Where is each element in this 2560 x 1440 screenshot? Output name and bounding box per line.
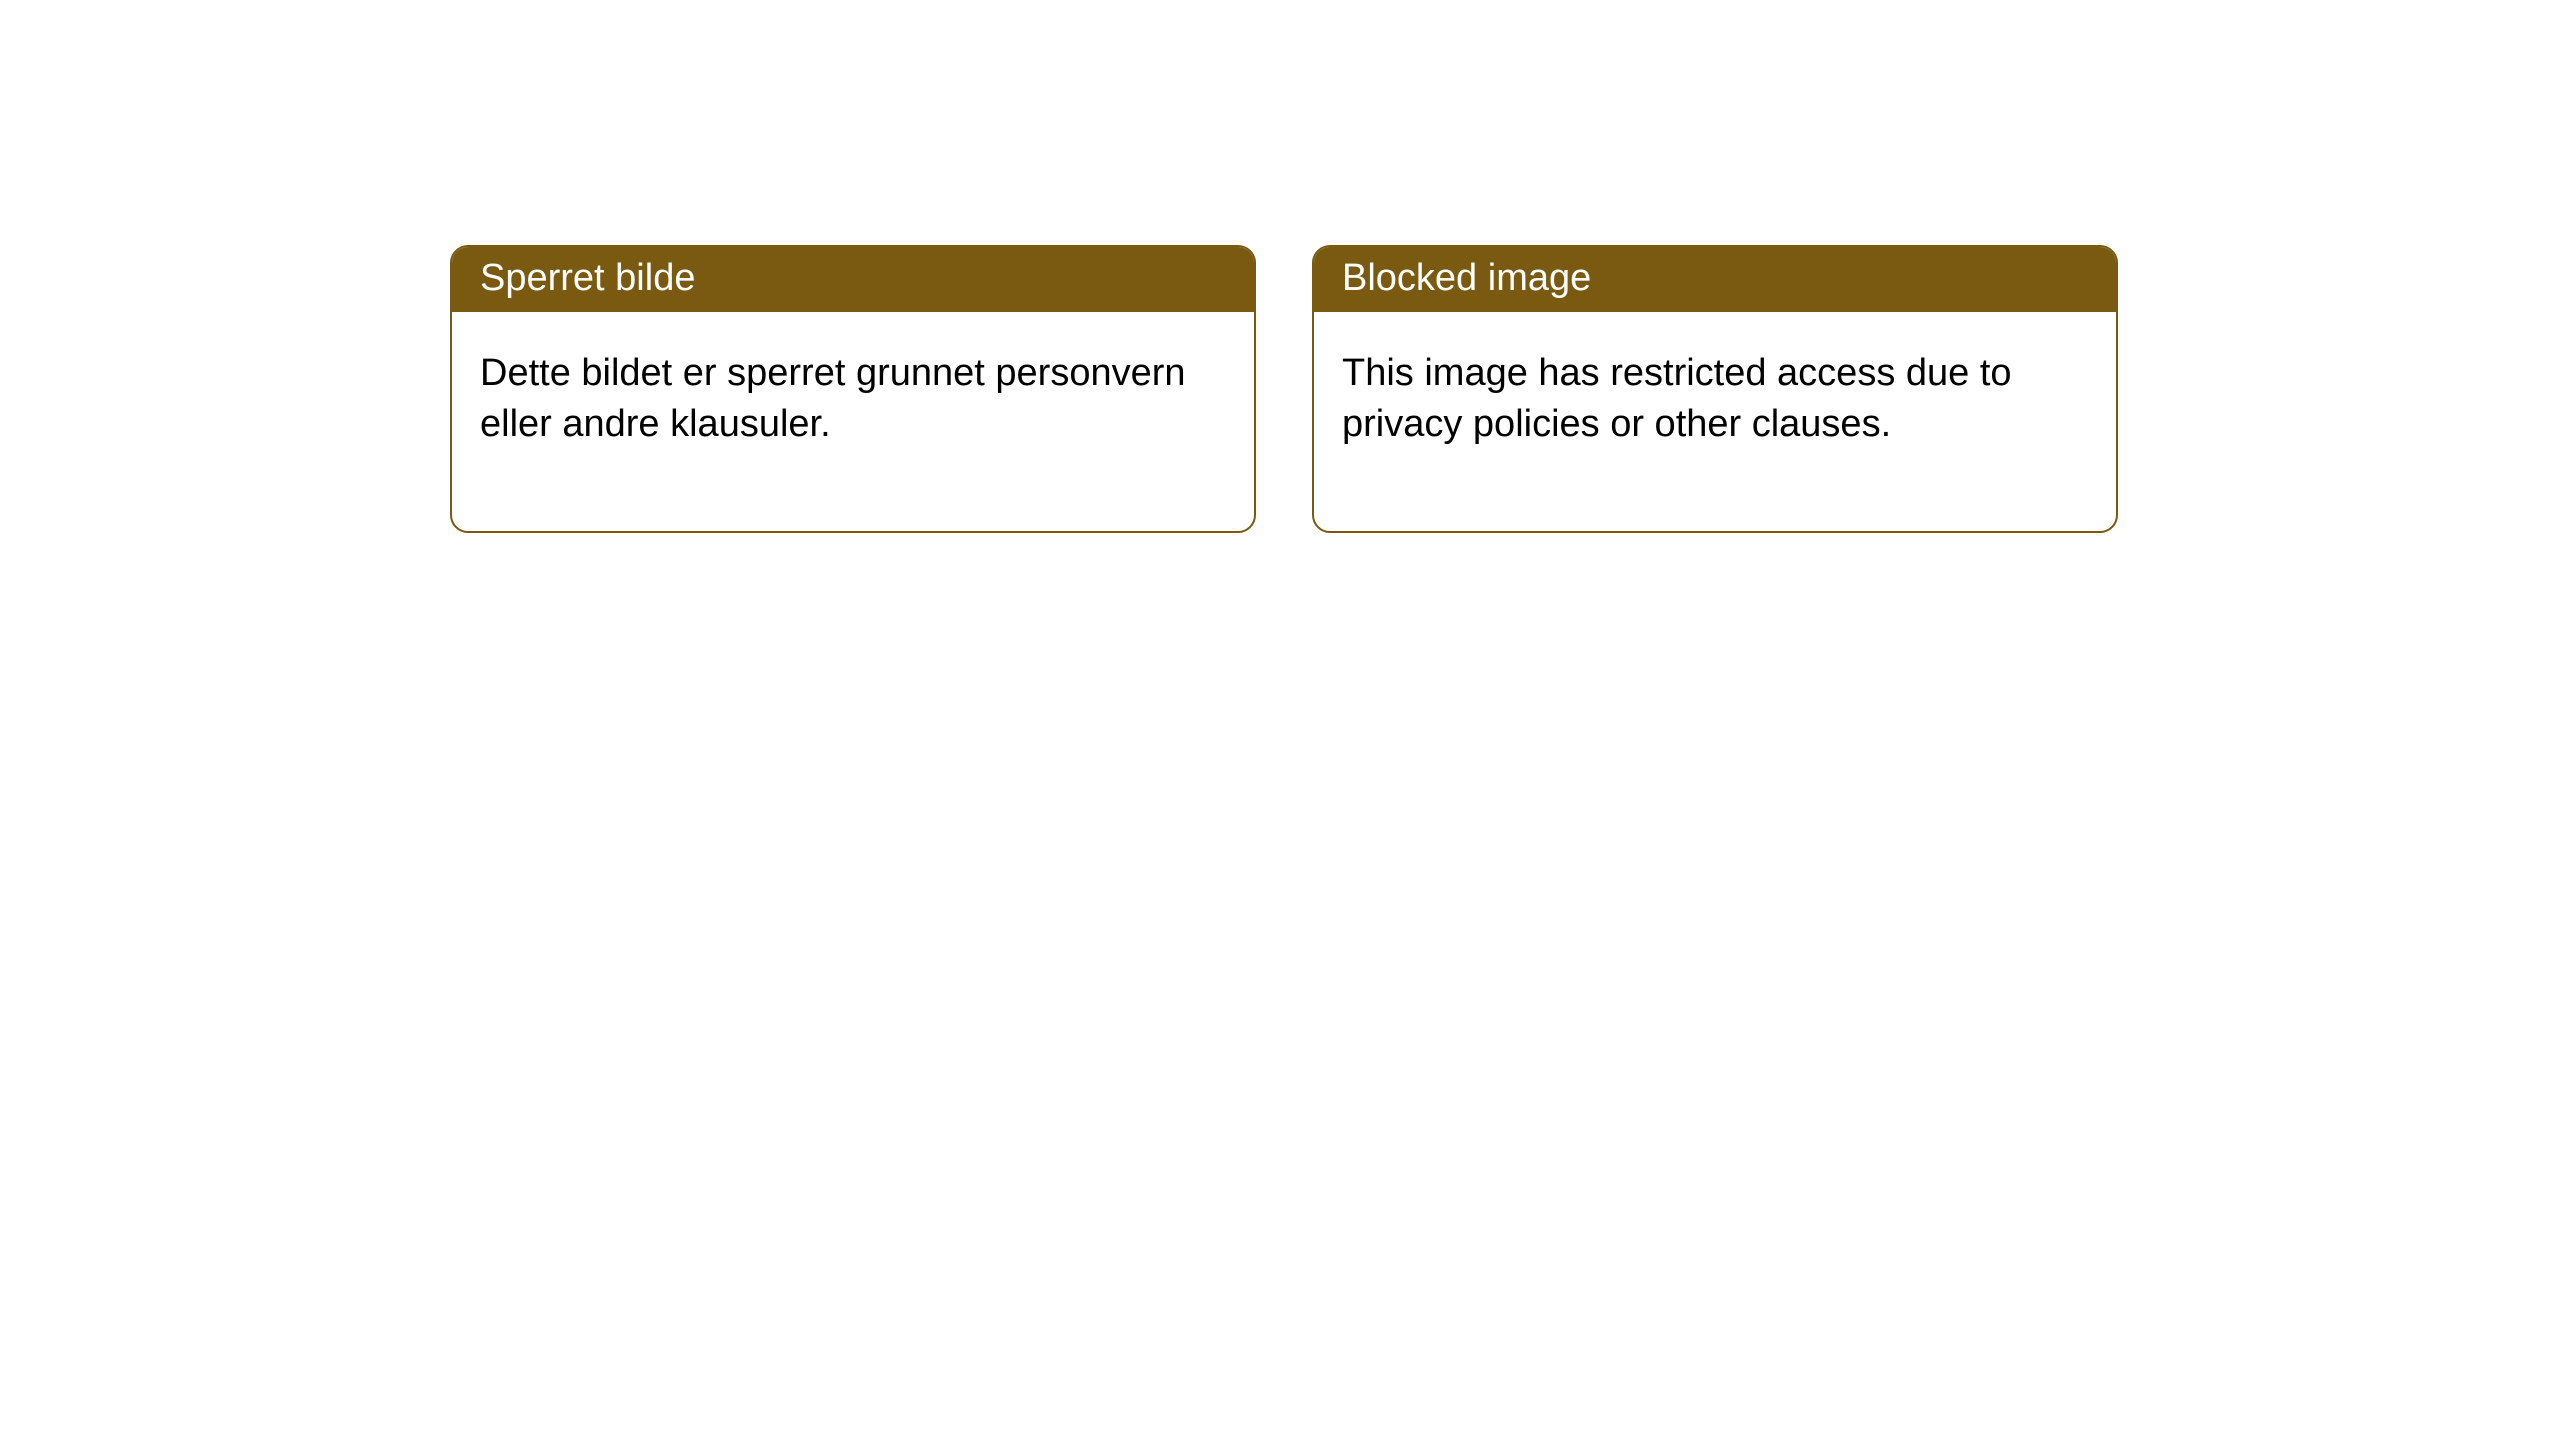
notice-container: Sperret bilde Dette bildet er sperret gr… [0,0,2560,533]
notice-body-text-en: This image has restricted access due to … [1342,352,2012,445]
notice-title-en: Blocked image [1342,257,1591,299]
notice-body-en: This image has restricted access due to … [1314,312,2116,531]
notice-card-no: Sperret bilde Dette bildet er sperret gr… [450,245,1256,533]
notice-title-no: Sperret bilde [480,257,695,299]
notice-header-en: Blocked image [1314,247,2116,312]
notice-body-no: Dette bildet er sperret grunnet personve… [452,312,1254,531]
notice-card-en: Blocked image This image has restricted … [1312,245,2118,533]
notice-body-text-no: Dette bildet er sperret grunnet personve… [480,352,1186,445]
notice-header-no: Sperret bilde [452,247,1254,312]
